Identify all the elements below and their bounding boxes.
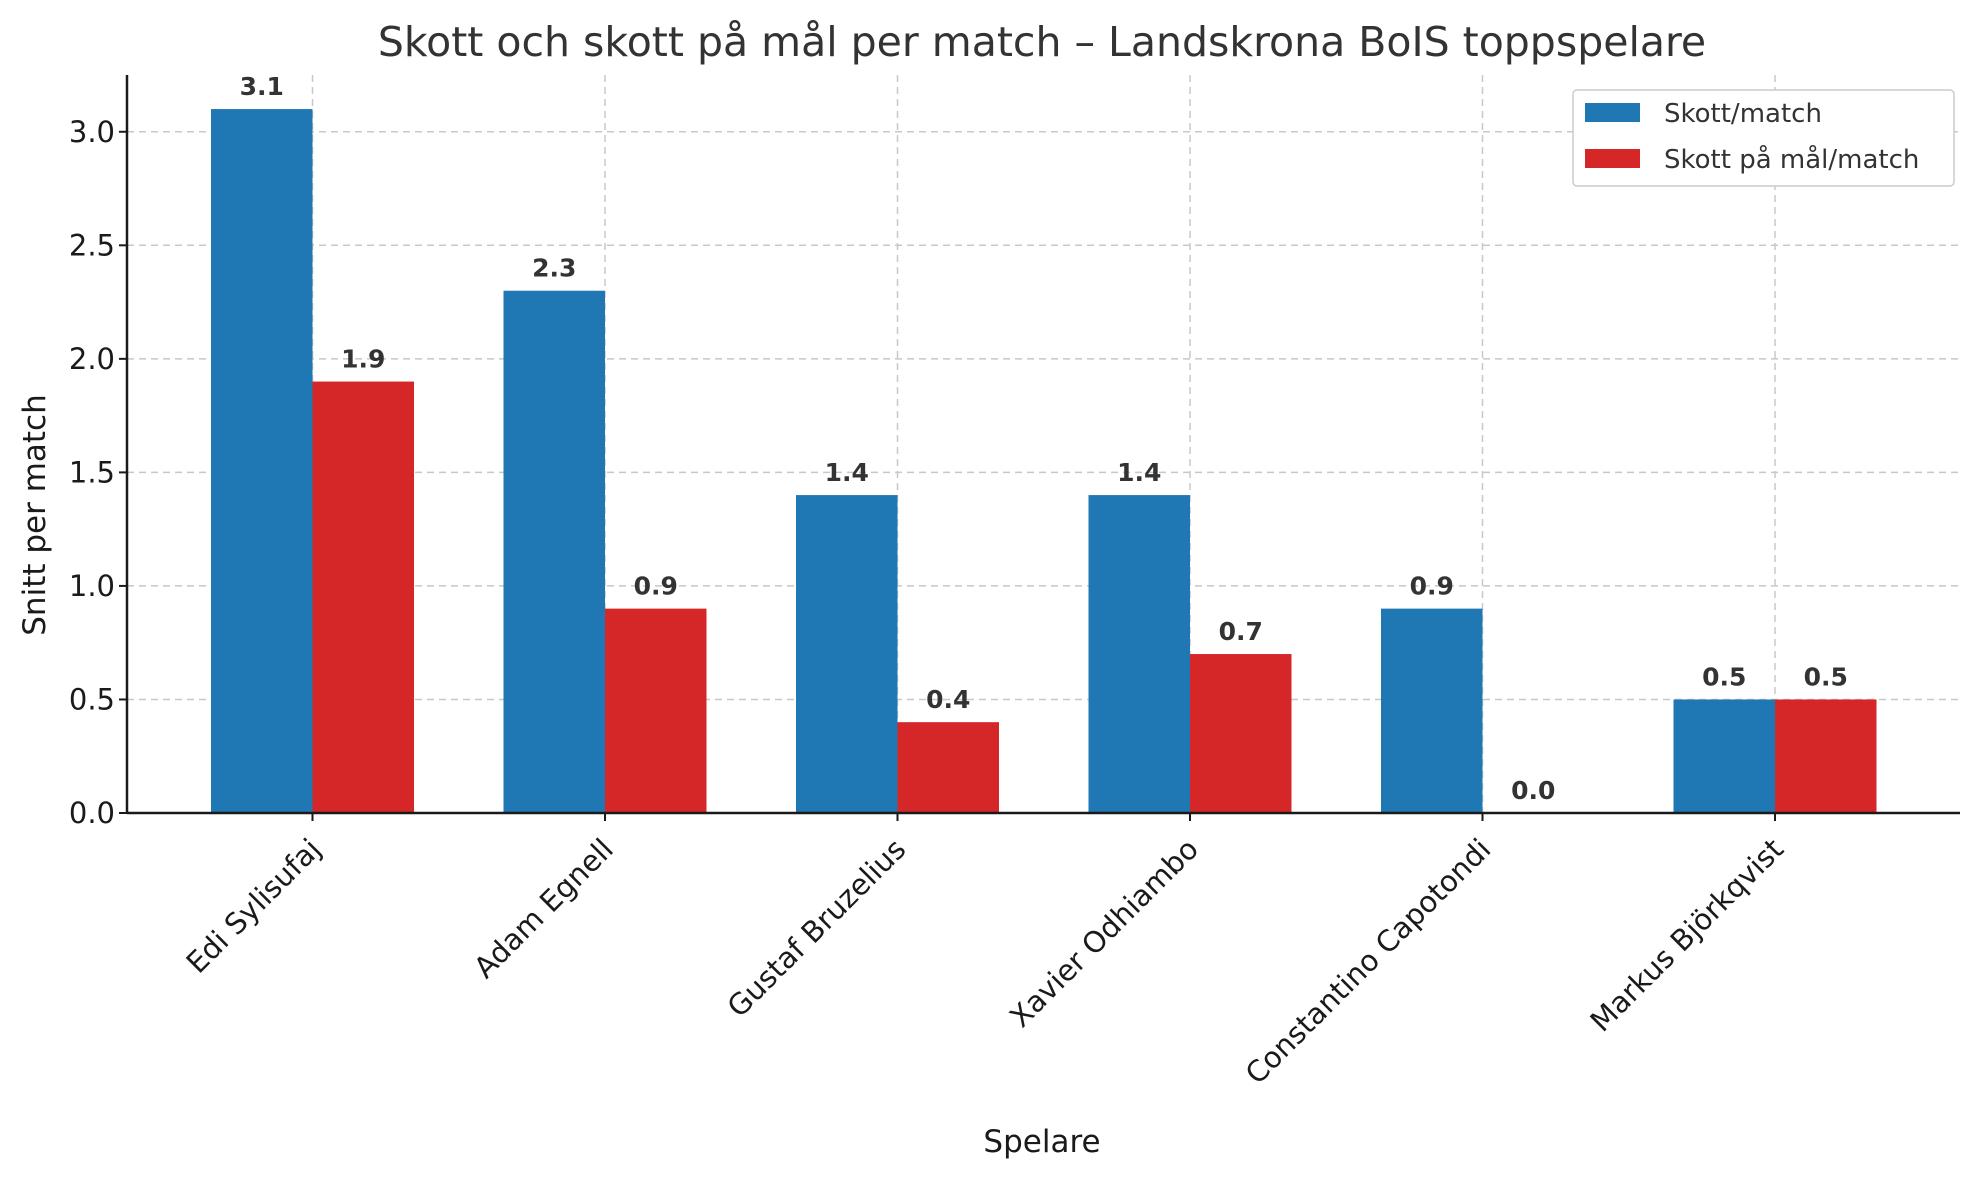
bars xyxy=(211,109,1877,814)
y-tick-label: 1.5 xyxy=(69,455,115,489)
legend-frame xyxy=(1572,89,1955,187)
data-label: 0.4 xyxy=(926,685,970,714)
data-label: 0.5 xyxy=(1804,662,1848,691)
bar-shots-on-target xyxy=(605,608,707,813)
data-labels: 3.1 2.3 1.4 1.4 0.9 0.5 1.9 0.9 0.4 0.7 0.0 0.5 xyxy=(240,72,1848,805)
chart-title: Skott och skott på mål per match – Lands… xyxy=(378,18,1706,66)
data-label: 1.4 xyxy=(1117,458,1161,487)
bar-shots xyxy=(211,109,313,814)
data-label: 0.9 xyxy=(634,572,678,601)
x-tick-label: Gustaf Bruzelius xyxy=(721,832,913,1024)
data-label: 3.1 xyxy=(240,72,284,101)
legend-swatch-shots-on-target xyxy=(1585,149,1640,168)
bar-shots-on-target xyxy=(1190,654,1292,813)
y-tick-label: 3.0 xyxy=(69,115,115,149)
x-tick-label: Adam Egnell xyxy=(467,832,620,985)
x-tick-label: Edi Sylisufaj xyxy=(180,832,328,980)
bar-shots-on-target xyxy=(897,722,999,813)
x-tick-label: Markus Björkqvist xyxy=(1584,832,1790,1038)
legend-swatch-shots xyxy=(1585,103,1640,122)
bar-shots xyxy=(1381,608,1483,813)
bar-shots-on-target xyxy=(1775,699,1877,813)
y-tick-label: 0.0 xyxy=(69,796,115,830)
data-label: 2.3 xyxy=(532,254,576,283)
data-label: 0.9 xyxy=(1410,572,1454,601)
legend: Skott/match Skott på mål/match xyxy=(1572,89,1955,187)
x-tick-label: Xavier Odhiambo xyxy=(1003,832,1205,1034)
bar-shots xyxy=(1673,699,1775,813)
data-label: 1.9 xyxy=(341,345,385,374)
bar-shots xyxy=(796,495,898,813)
data-label: 0.5 xyxy=(1702,662,1746,691)
data-label: 1.4 xyxy=(825,458,869,487)
data-label: 0.0 xyxy=(1511,776,1555,805)
legend-label-shots-on-target: Skott på mål/match xyxy=(1664,144,1919,175)
x-tick-label: Constantino Capotondi xyxy=(1239,832,1498,1091)
data-label: 0.7 xyxy=(1219,617,1263,646)
legend-label-shots: Skott/match xyxy=(1664,99,1822,129)
bar-shots xyxy=(503,290,605,813)
y-tick-label: 1.0 xyxy=(69,569,115,603)
bar-shots-on-target xyxy=(312,381,414,813)
y-tick-label: 2.0 xyxy=(69,342,115,376)
y-axis-label: Snitt per match xyxy=(17,394,53,636)
x-axis-label: Spelare xyxy=(983,1124,1100,1160)
y-tick-label: 2.5 xyxy=(69,228,115,262)
y-tick-label: 0.5 xyxy=(69,682,115,716)
bar-shots xyxy=(1088,495,1190,813)
